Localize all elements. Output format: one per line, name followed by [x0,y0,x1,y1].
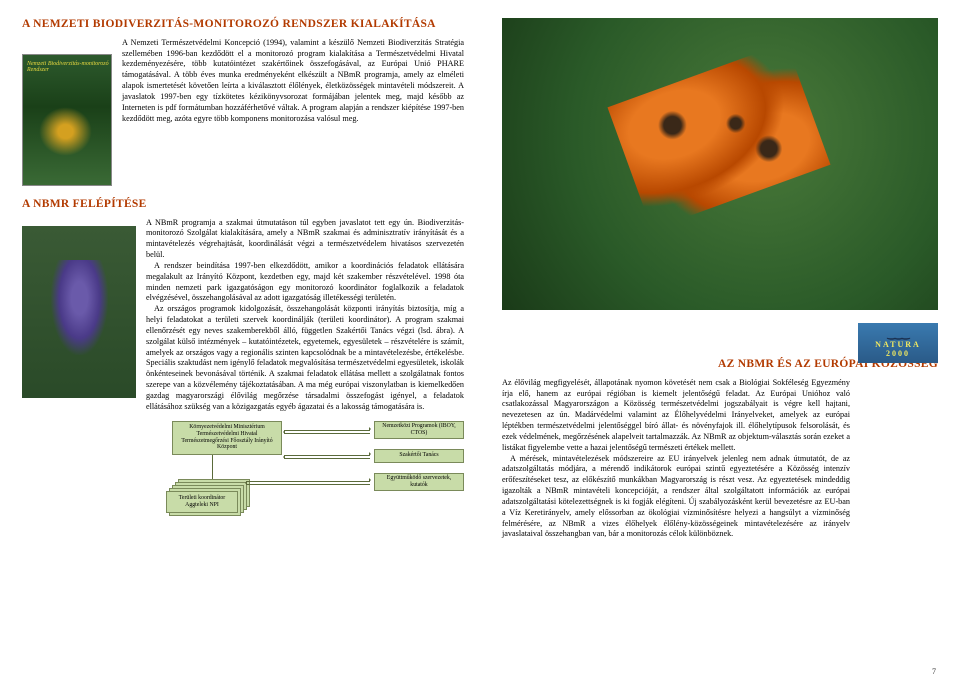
diag-arrow-3 [246,481,370,482]
para-right-b: A mérések, mintavételezések módszereire … [502,454,850,541]
para-2b: A rendszer beindítása 1997-ben elkezdődö… [146,261,464,304]
butterfly-wrap: ‿‿‿ NATURA 2000 [502,18,938,310]
para-2a: A NBmR programja a szakmai útmutatáson t… [146,218,464,261]
diag-arrow-1b [284,433,370,434]
diag-arrow-2 [284,455,370,456]
intro-block: Nemzeti Biodiverzitás-monitorozó Rendsze… [22,38,464,186]
diag-box-ministry: Környezetvédelmi Minisztérium Természetv… [172,421,282,455]
diag-box-programs: Nemzetközi Programok (IBOY, CTOS) [374,421,464,439]
org-diagram: Környezetvédelmi Minisztérium Természetv… [164,421,464,531]
diag-arrow-2b [284,458,370,459]
diag-arrow-v [212,455,213,479]
intro-text: A Nemzeti Természetvédelmi Koncepció (19… [122,38,464,186]
book-cover-label: Nemzeti Biodiverzitás-monitorozó Rendsze… [27,61,111,74]
page-number: 7 [932,667,936,676]
para-intro: A Nemzeti Természetvédelmi Koncepció (19… [122,38,464,125]
natura-birds-icon: ‿‿‿ [887,329,908,340]
diag-box-coord: Területi koordinátor Aggteleki NPI [166,491,238,513]
diag-arrow-3b [246,484,370,485]
diag-box-coop: Együttműködő szervezetek, kutatók [374,473,464,491]
structure-text: A NBmR programja a szakmai útmutatáson t… [146,218,464,413]
diag-stack-coord: Területi koordinátor Aggteleki NPI [166,479,244,515]
para-right-a: Az élővilág megfigyelését, állapotának n… [502,378,850,454]
right-body-text: Az élővilág megfigyelését, állapotának n… [502,378,850,540]
diag-box-council: Szakértői Tanács [374,449,464,463]
natura-text-bottom: 2000 [886,349,910,358]
section-title-1: A NEMZETI BIODIVERZITÁS-MONITOROZÓ RENDS… [22,18,464,32]
page-left: A NEMZETI BIODIVERZITÁS-MONITOROZÓ RENDS… [0,0,480,682]
para-2c: Az országos programok kidolgozását, össz… [146,304,464,412]
diag-arrow-1 [284,430,370,431]
natura-text-top: NATURA [875,340,921,349]
iris-photo [22,226,136,398]
page-right: ‿‿‿ NATURA 2000 AZ NBMR ÉS AZ EURÓPAI KÖ… [480,0,960,682]
structure-block: A NBmR programja a szakmai útmutatáson t… [22,218,464,413]
butterfly-photo [502,18,938,310]
section-title-2: A NBMR FELÉPÍTÉSE [22,198,464,212]
book-cover-image: Nemzeti Biodiverzitás-monitorozó Rendsze… [22,54,112,186]
natura-2000-logo: ‿‿‿ NATURA 2000 [858,323,938,363]
